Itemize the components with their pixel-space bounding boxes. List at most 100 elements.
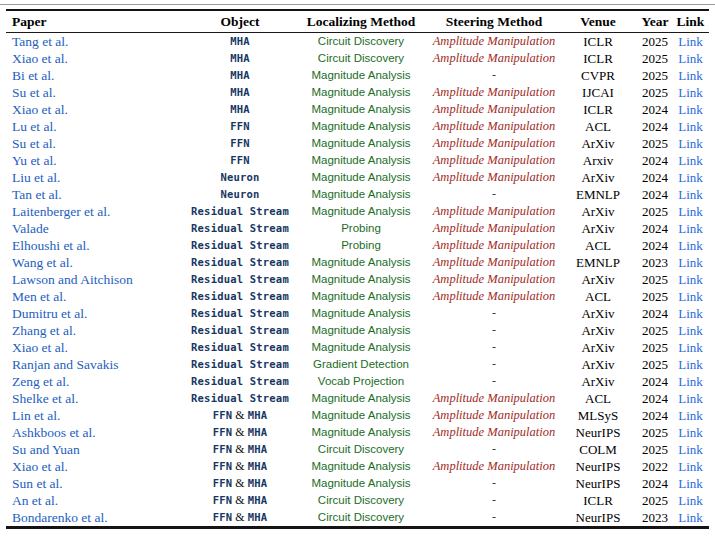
- paper-citation-link[interactable]: Ranjan and Savakis: [12, 357, 118, 372]
- paper-external-link[interactable]: Link: [678, 510, 703, 525]
- table-row: Su and YuanFFN & MHACircuit Discovery-CO…: [6, 441, 709, 458]
- paper-citation-link[interactable]: Bi et al.: [12, 68, 54, 83]
- link-cell: Link: [672, 220, 709, 237]
- paper-citation-link[interactable]: Valade: [12, 221, 49, 236]
- table-row: Wang et al.Residual StreamMagnitude Anal…: [6, 254, 709, 271]
- venue-cell: COLM: [558, 441, 638, 458]
- paper-citation-link[interactable]: Shelke et al.: [12, 391, 78, 406]
- paper-external-link[interactable]: Link: [678, 238, 703, 253]
- paper-citation-link[interactable]: Xiao et al.: [12, 51, 68, 66]
- table-row: Elhoushi et al.Residual StreamProbingAmp…: [6, 237, 709, 254]
- paper-external-link[interactable]: Link: [678, 459, 703, 474]
- paper-citation-link[interactable]: Sun et al.: [12, 476, 63, 491]
- paper-external-link[interactable]: Link: [678, 68, 703, 83]
- paper-external-link[interactable]: Link: [678, 425, 703, 440]
- paper-external-link[interactable]: Link: [678, 119, 703, 134]
- localizing-method-cell: Magnitude Analysis: [292, 390, 430, 407]
- localizing-method-cell: Probing: [292, 220, 430, 237]
- paper-external-link[interactable]: Link: [678, 51, 703, 66]
- paper-citation-link[interactable]: Laitenberger et al.: [12, 204, 110, 219]
- paper-external-link[interactable]: Link: [678, 85, 703, 100]
- paper-citation-link[interactable]: Men et al.: [12, 289, 66, 304]
- table-header: PaperObjectLocalizing MethodSteering Met…: [6, 11, 709, 33]
- paper-external-link[interactable]: Link: [678, 221, 703, 236]
- col-header-localizing: Localizing Method: [292, 11, 430, 33]
- paper-external-link[interactable]: Link: [678, 391, 703, 406]
- paper-citation-link[interactable]: Liu et al.: [12, 170, 60, 185]
- ampersand: &: [232, 425, 247, 439]
- steering-method-cell: Amplitude Manipulation: [430, 84, 558, 101]
- object-cell: FFN: [188, 152, 292, 169]
- object-part: MHA: [248, 443, 268, 455]
- paper-cell: Liu et al.: [6, 169, 188, 186]
- paper-external-link[interactable]: Link: [678, 374, 703, 389]
- paper-citation-link[interactable]: Lin et al.: [12, 408, 60, 423]
- venue-cell: ArXiv: [558, 271, 638, 288]
- ampersand: &: [232, 476, 247, 490]
- paper-citation-link[interactable]: Xiao et al.: [12, 459, 68, 474]
- steering-method-cell: Amplitude Manipulation: [430, 152, 558, 169]
- object-cell: Residual Stream: [188, 322, 292, 339]
- paper-citation-link[interactable]: Elhoushi et al.: [12, 238, 90, 253]
- paper-external-link[interactable]: Link: [678, 272, 703, 287]
- paper-external-link[interactable]: Link: [678, 102, 703, 117]
- paper-external-link[interactable]: Link: [678, 340, 703, 355]
- paper-citation-link[interactable]: Bondarenko et al.: [12, 510, 108, 525]
- paper-citation-link[interactable]: Zhang et al.: [12, 323, 76, 338]
- paper-citation-link[interactable]: Xiao et al.: [12, 102, 68, 117]
- localizing-method-cell: Magnitude Analysis: [292, 203, 430, 220]
- paper-external-link[interactable]: Link: [678, 306, 703, 321]
- col-header-link: Link: [672, 11, 709, 33]
- paper-cell: Tan et al.: [6, 186, 188, 203]
- paper-citation-link[interactable]: Su et al.: [12, 85, 56, 100]
- paper-citation-link[interactable]: Zeng et al.: [12, 374, 69, 389]
- object-part: MHA: [248, 511, 268, 523]
- paper-cell: Zeng et al.: [6, 373, 188, 390]
- paper-citation-link[interactable]: Dumitru et al.: [12, 306, 87, 321]
- object-cell: FFN & MHA: [188, 509, 292, 526]
- object-cell: MHA: [188, 84, 292, 101]
- paper-external-link[interactable]: Link: [678, 408, 703, 423]
- paper-external-link[interactable]: Link: [678, 289, 703, 304]
- paper-citation-link[interactable]: Lawson and Aitchison: [12, 272, 133, 287]
- localizing-method-cell: Circuit Discovery: [292, 509, 430, 526]
- link-cell: Link: [672, 67, 709, 84]
- table-row: Ranjan and SavakisResidual StreamGradien…: [6, 356, 709, 373]
- paper-external-link[interactable]: Link: [678, 170, 703, 185]
- paper-cell: Ranjan and Savakis: [6, 356, 188, 373]
- paper-external-link[interactable]: Link: [678, 255, 703, 270]
- paper-external-link[interactable]: Link: [678, 493, 703, 508]
- paper-cell: Men et al.: [6, 288, 188, 305]
- paper-external-link[interactable]: Link: [678, 357, 703, 372]
- paper-external-link[interactable]: Link: [678, 187, 703, 202]
- object-cell: MHA: [188, 50, 292, 67]
- steering-method-cell: Amplitude Manipulation: [430, 407, 558, 424]
- paper-citation-link[interactable]: Tan et al.: [12, 187, 62, 202]
- paper-citation-link[interactable]: Su et al.: [12, 136, 56, 151]
- paper-external-link[interactable]: Link: [678, 136, 703, 151]
- year-cell: 2024: [638, 186, 672, 203]
- paper-citation-link[interactable]: Yu et al.: [12, 153, 57, 168]
- paper-external-link[interactable]: Link: [678, 34, 703, 49]
- paper-external-link[interactable]: Link: [678, 323, 703, 338]
- object-cell: FFN & MHA: [188, 475, 292, 492]
- paper-citation-link[interactable]: Wang et al.: [12, 255, 73, 270]
- paper-citation-link[interactable]: An et al.: [12, 493, 58, 508]
- paper-external-link[interactable]: Link: [678, 442, 703, 457]
- paper-citation-link[interactable]: Su and Yuan: [12, 442, 80, 457]
- paper-citation-link[interactable]: Lu et al.: [12, 119, 57, 134]
- venue-cell: ICLR: [558, 101, 638, 118]
- paper-citation-link[interactable]: Ashkboos et al.: [12, 425, 96, 440]
- paper-citation-link[interactable]: Tang et al.: [12, 34, 68, 49]
- paper-external-link[interactable]: Link: [678, 476, 703, 491]
- steering-method-cell: Amplitude Manipulation: [430, 33, 558, 51]
- paper-citation-link[interactable]: Xiao et al.: [12, 340, 68, 355]
- localizing-method-cell: Magnitude Analysis: [292, 186, 430, 203]
- paper-external-link[interactable]: Link: [678, 204, 703, 219]
- paper-external-link[interactable]: Link: [678, 153, 703, 168]
- venue-cell: NeurIPS: [558, 475, 638, 492]
- link-cell: Link: [672, 424, 709, 441]
- venue-cell: MLSyS: [558, 407, 638, 424]
- paper-cell: Bondarenko et al.: [6, 509, 188, 526]
- steering-method-cell: -: [430, 322, 558, 339]
